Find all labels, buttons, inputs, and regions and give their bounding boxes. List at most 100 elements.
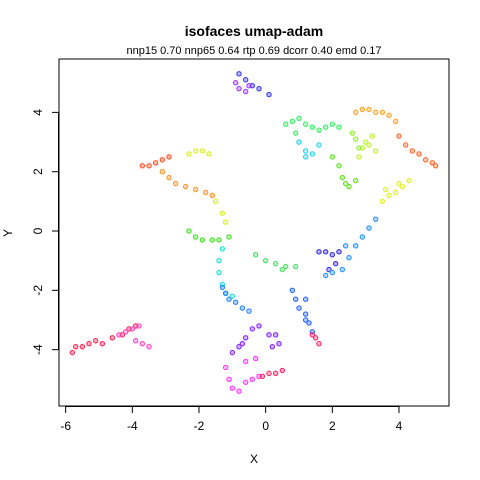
data-point: [302, 317, 309, 323]
data-point: [132, 338, 139, 344]
data-point: [302, 311, 309, 317]
data-point: [209, 237, 216, 243]
data-point: [342, 180, 349, 187]
data-point: [332, 260, 339, 267]
data-point: [192, 148, 199, 154]
data-point: [249, 326, 256, 332]
y-tick-label: 0: [31, 227, 45, 234]
data-point: [309, 151, 316, 157]
data-point: [342, 243, 349, 249]
data-point: [366, 106, 372, 113]
data-point: [146, 163, 152, 169]
data-point: [152, 160, 159, 166]
data-point: [302, 148, 309, 154]
data-point: [186, 151, 192, 157]
data-point: [296, 115, 302, 122]
data-point: [269, 343, 276, 350]
data-point: [139, 163, 146, 169]
data-point: [372, 109, 379, 116]
data-point: [432, 163, 439, 169]
data-point: [256, 323, 262, 329]
data-point: [226, 234, 232, 240]
data-point: [346, 255, 352, 261]
data-point: [296, 305, 302, 311]
data-point: [146, 343, 152, 350]
data-point: [239, 305, 246, 311]
data-point: [246, 308, 252, 314]
data-point: [232, 80, 239, 86]
data-point: [279, 367, 286, 374]
x-tick-label: 2: [329, 419, 336, 433]
x-axis: -6 -4 -2 0 2 4: [60, 406, 403, 433]
chart-subtitle: nnp15 0.70 nnp65 0.64 rtp 0.69 dcorr 0.4…: [126, 45, 381, 57]
data-point: [192, 186, 199, 193]
data-point: [356, 145, 362, 151]
data-point: [186, 228, 192, 234]
data-point: [302, 154, 309, 160]
data-point: [372, 216, 379, 222]
data-point: [302, 121, 309, 127]
data-point: [202, 189, 209, 196]
data-point: [99, 341, 106, 347]
data-point: [292, 263, 299, 270]
data-point: [219, 284, 226, 291]
x-tick-label: -6: [60, 419, 71, 433]
y-tick-label: 2: [31, 168, 45, 175]
data-point: [429, 160, 436, 166]
data-point: [199, 237, 206, 243]
data-point: [92, 338, 99, 344]
data-point: [129, 326, 136, 332]
data-point: [302, 296, 309, 302]
data-point: [209, 192, 216, 199]
data-points: [69, 71, 439, 394]
data-point: [416, 151, 422, 157]
data-point: [352, 243, 359, 249]
data-point: [206, 151, 212, 157]
data-point: [159, 169, 166, 175]
data-point: [166, 154, 172, 160]
data-point: [346, 183, 352, 190]
y-axis: -4 -2 0 2 4: [31, 109, 59, 355]
data-point: [392, 189, 399, 196]
data-point: [256, 85, 262, 92]
data-point: [252, 355, 259, 362]
data-point: [309, 332, 316, 338]
data-point: [369, 133, 376, 139]
data-point: [329, 252, 336, 258]
data-point: [222, 364, 229, 371]
data-point: [219, 210, 226, 216]
data-point: [402, 142, 409, 148]
x-tick-label: 0: [262, 419, 269, 433]
data-point: [362, 139, 369, 145]
data-point: [72, 343, 79, 350]
data-point: [242, 335, 249, 341]
data-point: [236, 343, 242, 350]
data-point: [322, 272, 329, 279]
data-point: [159, 157, 166, 163]
data-point: [406, 177, 412, 184]
data-point: [312, 335, 319, 341]
data-point: [289, 118, 296, 124]
data-point: [309, 124, 316, 130]
data-point: [322, 249, 329, 255]
data-point: [349, 130, 356, 136]
data-point: [339, 174, 346, 181]
data-point: [236, 71, 242, 77]
data-point: [262, 257, 269, 264]
data-point: [79, 343, 86, 350]
data-point: [316, 142, 322, 148]
data-point: [259, 373, 266, 380]
data-point: [122, 329, 129, 335]
data-point: [139, 341, 146, 347]
data-point: [382, 186, 389, 193]
data-point: [226, 296, 232, 302]
x-tick-label: -2: [194, 419, 205, 433]
data-point: [236, 388, 242, 394]
data-point: [339, 266, 346, 273]
data-point: [296, 139, 302, 145]
data-point: [229, 293, 236, 299]
data-point: [229, 385, 236, 391]
data-point: [326, 266, 332, 273]
data-point: [386, 112, 392, 119]
data-point: [336, 249, 342, 255]
